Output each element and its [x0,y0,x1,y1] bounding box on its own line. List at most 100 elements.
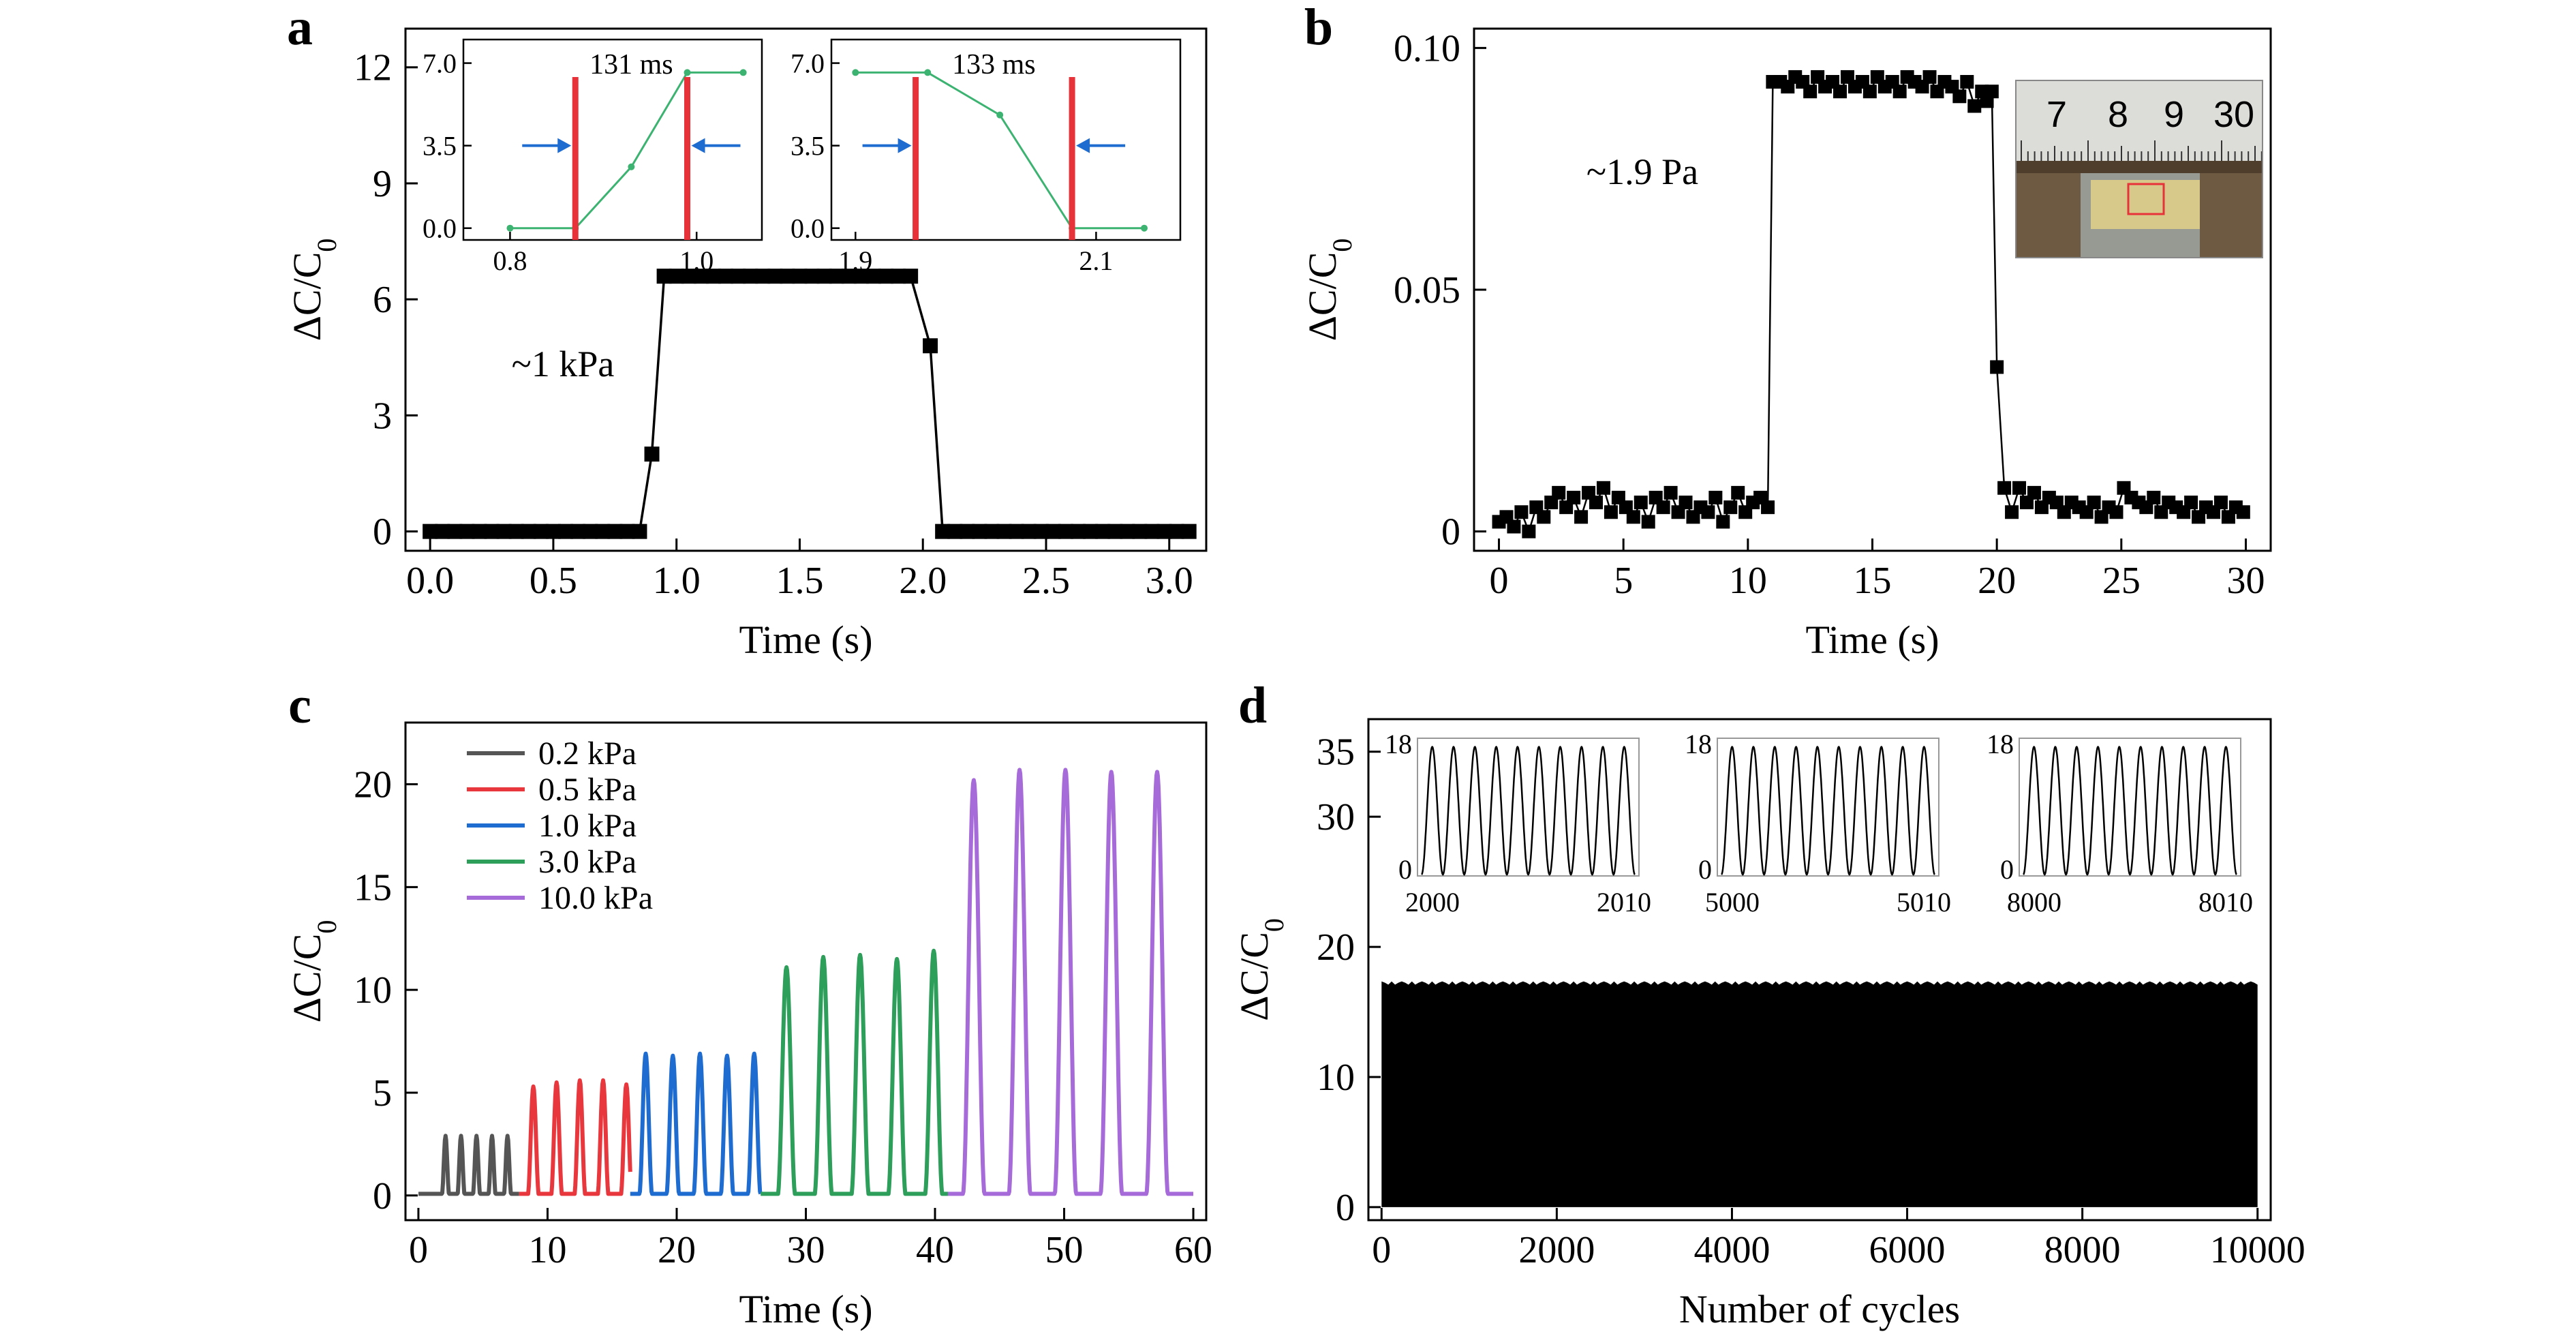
inset-y-tick-label: 18 [1987,729,2014,759]
x-axis-label: Time (s) [739,618,872,662]
data-point [1156,524,1172,539]
data-point [508,524,524,539]
inset-y-tick-label: 0.0 [791,213,825,244]
y-axis-label: ΔC/C0 [285,920,342,1023]
photo-frame [2015,80,2263,258]
data-point [1862,85,1877,99]
data-point [681,269,696,284]
data-point [1833,85,1847,99]
data-point [1169,524,1184,539]
inset-y-tick-label: 0 [2000,854,2014,885]
data-point [947,524,963,539]
right-arrow-icon [898,138,912,153]
data-point [1596,481,1610,495]
data-point [423,524,438,539]
data-point [1589,496,1604,510]
panel-label-c: c [288,677,311,734]
x-tick-label: 60 [1174,1229,1212,1271]
inset-point [1141,224,1148,232]
y-tick-label: 15 [354,866,392,909]
y-tick-label: 9 [373,163,392,205]
panel-label-a: a [287,0,313,56]
x-tick-label: 0 [1490,560,1509,602]
right-arrow-icon [557,138,572,153]
data-point [1723,500,1738,515]
data-point [1656,500,1670,515]
y-axis-label: ΔC/C0 [285,239,342,342]
x-tick-label: 25 [2102,560,2141,602]
data-point [878,269,893,284]
y-tick-label: 0 [1441,511,1460,554]
data-point [731,269,746,284]
inset-x-tick-label: 5000 [1705,887,1760,918]
data-point [1095,524,1111,539]
inset-x-tick-label: 1.9 [838,245,872,276]
inset-y-tick-label: 18 [1685,729,1712,759]
data-point [595,524,611,539]
data-point [435,524,450,539]
x-tick-label: 1.5 [776,560,823,602]
inset-y-tick-label: 18 [1385,729,1412,759]
data-point [1514,505,1529,519]
data-point [484,524,500,539]
y-tick-label: 20 [1317,926,1355,969]
plot-frame [1367,718,2272,1222]
sensor-pad [2091,180,2200,229]
inset-1: 0.8 1.0 0.0 3.5 7.0 131 ms [423,38,763,276]
sensor-photo: 7 8 9 30 [2015,80,2263,258]
data-line [430,275,1189,533]
inset-y-tick-label: 7.0 [791,48,825,79]
data-point [1967,99,1982,113]
inset-x-tick-label: 2.1 [1079,245,1113,276]
inset-x-tick-label: 5010 [1897,887,1951,918]
series-line-1 [517,1078,632,1196]
left-arrow-icon [1076,138,1090,153]
data-point [1058,524,1073,539]
x-tick-label: 0.0 [406,560,454,602]
inset-waveform [1421,746,1636,876]
x-tick-label: 20 [658,1229,696,1271]
x-tick-label: 40 [916,1229,954,1271]
inset-x-tick-label: 2010 [1597,887,1651,918]
x-tick-label: 2.5 [1022,560,1070,602]
inset-point [852,69,859,76]
data-point [1984,85,1999,99]
inset-frame [1417,738,1640,877]
data-point [923,338,938,354]
inset-frame [2019,738,2241,877]
data-point [1708,490,1723,504]
y-tick-label: 35 [1317,731,1355,774]
ruler-number: 8 [2108,94,2128,135]
data-point [1144,524,1160,539]
data-point [960,524,975,539]
y-tick-label: 6 [373,279,392,321]
legend-entry: 0.5 kPa [538,772,637,808]
data-point [2236,505,2250,519]
photo-shadow [2016,161,2263,173]
response-time-label: 131 ms [589,49,673,80]
data-point [1803,85,1818,99]
data-point [1083,524,1099,539]
data-point [2027,485,2041,500]
inset-point [506,224,514,232]
data-point [1761,500,1775,515]
x-tick-label: 30 [2226,560,2265,602]
inset-waveform [2023,746,2237,876]
inset-point [628,163,635,170]
data-point [743,269,758,284]
inset-x-tick-label: 8010 [2198,887,2253,918]
x-tick-label: 3.0 [1146,560,1193,602]
x-tick-label: 0.5 [530,560,577,602]
x-tick-label: 2.0 [899,560,947,602]
y-tick-label: 0.10 [1394,27,1460,70]
inset-point [924,69,932,76]
data-point [1731,485,1745,500]
data-point [2147,490,2161,504]
inset-y-tick-label: 3.5 [423,131,457,162]
x-tick-label: 30 [787,1229,825,1271]
series-line-0 [416,1134,521,1196]
data-point [1107,524,1123,539]
data-point [792,269,808,284]
y-axis-label: ΔC/C0 [1300,239,1358,342]
